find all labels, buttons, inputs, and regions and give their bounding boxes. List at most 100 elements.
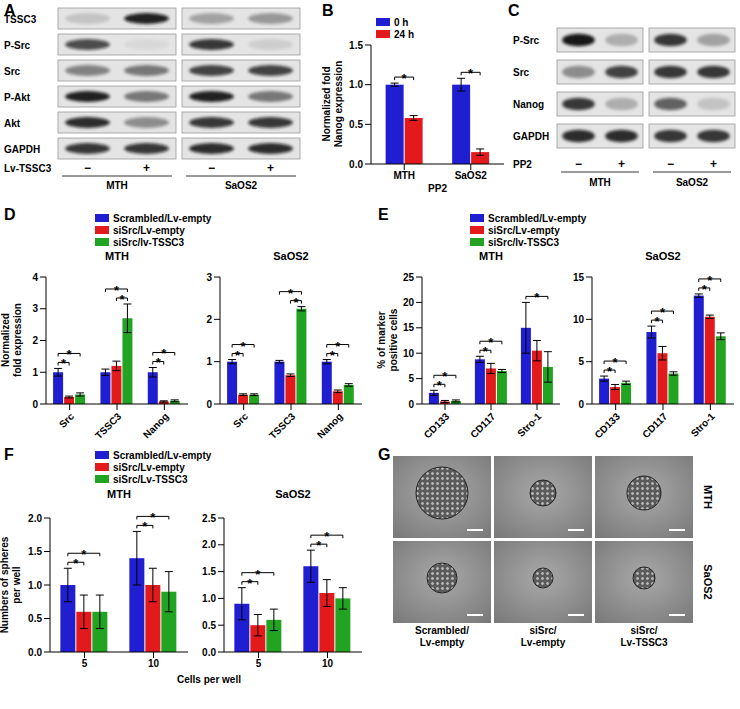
svg-text:*: *: [402, 71, 408, 86]
svg-text:CD133: CD133: [422, 410, 452, 440]
svg-text:*: *: [247, 576, 253, 591]
svg-text:2.0: 2.0: [28, 513, 42, 524]
svg-text:*: *: [255, 567, 261, 582]
svg-text:1.5: 1.5: [202, 566, 216, 577]
svg-text:5: 5: [256, 658, 262, 669]
svg-text:MTH: MTH: [589, 177, 611, 188]
svg-text:P-Akt: P-Akt: [4, 92, 31, 103]
svg-text:1.5: 1.5: [28, 546, 42, 557]
svg-text:P-Src: P-Src: [4, 40, 31, 51]
svg-text:−: −: [667, 157, 674, 171]
svg-text:Src: Src: [513, 67, 530, 78]
svg-text:*: *: [73, 556, 79, 571]
svg-text:−: −: [208, 161, 215, 175]
svg-text:*: *: [81, 547, 87, 562]
svg-text:*: *: [142, 519, 148, 534]
svg-text:10: 10: [573, 314, 585, 325]
svg-text:*: *: [534, 290, 540, 305]
svg-text:SaOS2: SaOS2: [676, 177, 709, 188]
svg-text:CD117: CD117: [468, 410, 498, 440]
svg-text:1.0: 1.0: [349, 79, 363, 90]
svg-text:10: 10: [148, 658, 160, 669]
svg-text:1.5: 1.5: [349, 40, 363, 51]
svg-text:Stro-1: Stro-1: [515, 410, 544, 439]
svg-text:CD117: CD117: [640, 410, 670, 440]
svg-text:Scrambled/Lv-empty: Scrambled/Lv-empty: [415, 625, 469, 648]
svg-text:5: 5: [82, 658, 88, 669]
svg-text:*: *: [241, 339, 247, 354]
svg-text:4: 4: [32, 272, 38, 283]
svg-text:*: *: [660, 305, 666, 320]
svg-text:siSrc/Lv-TSSC3: siSrc/Lv-TSSC3: [620, 625, 668, 648]
svg-text:0.5: 0.5: [349, 119, 363, 130]
svg-text:*: *: [324, 529, 330, 544]
svg-text:3: 3: [206, 272, 212, 283]
svg-text:SaOS2: SaOS2: [702, 564, 714, 599]
svg-text:*: *: [468, 66, 474, 81]
svg-text:10: 10: [403, 348, 415, 359]
svg-text:P-Src: P-Src: [513, 35, 540, 46]
svg-text:+: +: [710, 157, 717, 171]
svg-text:−: −: [575, 157, 582, 171]
svg-text:*: *: [488, 335, 494, 350]
svg-text:SaOS2: SaOS2: [225, 180, 258, 191]
svg-text:Lv-TSSC3: Lv-TSSC3: [4, 163, 52, 174]
svg-text:0: 0: [408, 399, 414, 410]
svg-text:0: 0: [578, 399, 584, 410]
svg-text:Nanog: Nanog: [315, 411, 345, 441]
svg-text:+: +: [143, 161, 150, 175]
svg-text:5: 5: [578, 356, 584, 367]
svg-text:*: *: [442, 369, 448, 384]
svg-text:MTH: MTH: [106, 180, 128, 191]
svg-text:Akt: Akt: [4, 118, 21, 129]
svg-text:2: 2: [206, 314, 212, 325]
svg-text:5: 5: [408, 373, 414, 384]
svg-text:Src: Src: [4, 66, 21, 77]
svg-text:PP2: PP2: [513, 159, 532, 170]
svg-text:10: 10: [322, 658, 334, 669]
svg-text:*: *: [150, 510, 156, 525]
svg-text:MTH: MTH: [393, 170, 415, 181]
svg-text:*: *: [161, 346, 167, 361]
svg-text:*: *: [119, 292, 125, 307]
svg-text:GAPDH: GAPDH: [513, 131, 549, 142]
svg-text:GAPDH: GAPDH: [4, 144, 40, 155]
svg-text:+: +: [267, 161, 274, 175]
svg-text:Src: Src: [231, 410, 250, 429]
svg-text:1.0: 1.0: [202, 593, 216, 604]
svg-text:0.0: 0.0: [28, 647, 42, 658]
svg-text:siSrc/Lv-empty: siSrc/Lv-empty: [521, 625, 566, 648]
svg-text:0: 0: [206, 399, 212, 410]
svg-text:*: *: [613, 355, 619, 370]
svg-text:+: +: [618, 157, 625, 171]
svg-text:0.5: 0.5: [28, 613, 42, 624]
svg-text:Src: Src: [57, 410, 76, 429]
svg-text:−: −: [84, 161, 91, 175]
svg-text:2: 2: [32, 335, 38, 346]
svg-text:2.0: 2.0: [202, 539, 216, 550]
svg-text:0: 0: [32, 399, 38, 410]
svg-text:*: *: [316, 538, 322, 553]
svg-text:1.0: 1.0: [28, 580, 42, 591]
svg-text:2.5: 2.5: [202, 513, 216, 524]
svg-text:Nanog: Nanog: [141, 411, 171, 441]
svg-text:1: 1: [32, 367, 38, 378]
svg-text:SaOS2: SaOS2: [455, 170, 488, 181]
svg-text:3: 3: [32, 303, 38, 314]
svg-text:15: 15: [573, 272, 585, 283]
svg-text:Nanog: Nanog: [513, 99, 544, 110]
svg-text:0.0: 0.0: [349, 159, 363, 170]
svg-text:TSSC3: TSSC3: [267, 410, 298, 441]
svg-text:25: 25: [403, 272, 415, 283]
svg-text:*: *: [335, 339, 341, 354]
svg-text:0.0: 0.0: [202, 647, 216, 658]
svg-text:20: 20: [403, 297, 415, 308]
svg-text:*: *: [293, 295, 299, 310]
svg-text:*: *: [114, 283, 120, 298]
svg-text:1: 1: [206, 356, 212, 367]
svg-text:MTH: MTH: [702, 485, 714, 509]
svg-text:15: 15: [403, 322, 415, 333]
svg-text:TSSC3: TSSC3: [93, 410, 124, 441]
svg-text:*: *: [67, 347, 73, 362]
svg-text:*: *: [288, 286, 294, 301]
